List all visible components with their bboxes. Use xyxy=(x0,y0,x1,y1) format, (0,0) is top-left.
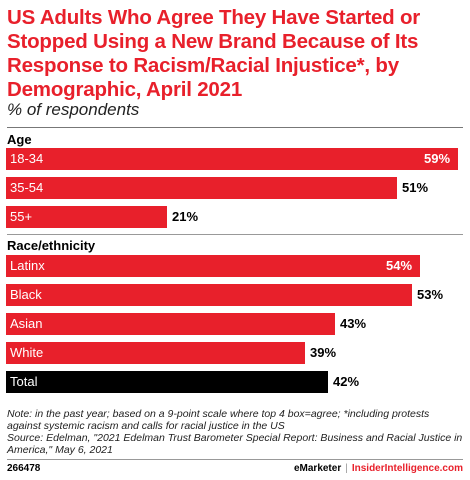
brand-name: eMarketer xyxy=(293,463,342,474)
footer-divider xyxy=(7,459,463,460)
bar-value-label: 43% xyxy=(340,316,367,331)
bar-category-label: White xyxy=(10,345,44,360)
group-label-1: Race/ethnicity xyxy=(7,238,96,253)
footer-branding: eMarketer | InsiderIntelligence.com xyxy=(294,463,463,474)
bar-total xyxy=(6,371,328,393)
footer-separator: | xyxy=(345,463,348,474)
bar-category-label: Asian xyxy=(10,316,43,331)
bar-value-label: 42% xyxy=(333,374,360,389)
bar-asian xyxy=(6,313,335,335)
bar-35-54 xyxy=(6,177,397,199)
bar-value-label: 39% xyxy=(310,345,337,360)
bar-latinx xyxy=(6,255,420,277)
bar-black xyxy=(6,284,412,306)
top-divider xyxy=(7,127,463,128)
bar-category-label: 55+ xyxy=(10,209,33,224)
note-text: Note: in the past year; based on a 9-poi… xyxy=(7,408,430,432)
group-label-0: Age xyxy=(7,132,32,147)
bar-white xyxy=(6,342,305,364)
bar-category-label: 35-54 xyxy=(10,180,44,195)
bar-category-label: Latinx xyxy=(10,258,45,273)
bar-category-label: Total xyxy=(10,374,38,389)
bar-category-label: Black xyxy=(10,287,42,302)
chart-subtitle: % of respondents xyxy=(7,100,140,119)
bar-55- xyxy=(6,206,167,228)
group-divider xyxy=(7,234,463,235)
source-text: Source: Edelman, "2021 Edelman Trust Bar… xyxy=(7,432,463,456)
bar-18-34 xyxy=(6,148,458,170)
bar-value-label: 54% xyxy=(386,258,413,273)
bar-category-label: 18-34 xyxy=(10,151,44,166)
footnote: Note: in the past year; based on a 9-poi… xyxy=(7,408,465,456)
chart-id: 266478 xyxy=(7,463,41,474)
chart-title: US Adults Who Agree They Have Started or… xyxy=(7,6,421,101)
bar-value-label: 21% xyxy=(172,209,199,224)
site-link[interactable]: InsiderIntelligence.com xyxy=(351,463,463,474)
bar-value-label: 51% xyxy=(402,180,429,195)
bar-value-label: 53% xyxy=(417,287,444,302)
bar-value-label: 59% xyxy=(424,151,451,166)
